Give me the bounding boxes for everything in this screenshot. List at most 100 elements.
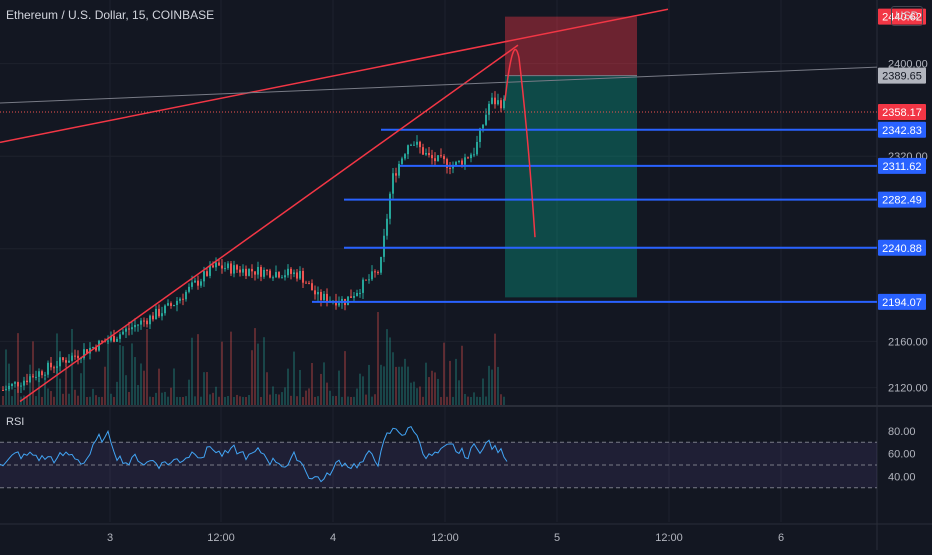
- volume-bar: [284, 387, 286, 405]
- volume-bar: [434, 372, 436, 405]
- candle-body: [74, 355, 76, 357]
- volume-bar: [5, 349, 7, 405]
- volume-bar: [320, 373, 322, 405]
- candle-body: [17, 382, 19, 387]
- candle-body: [95, 346, 97, 351]
- volume-bar: [83, 356, 85, 405]
- volume-bar: [221, 341, 223, 405]
- candle-body: [335, 300, 337, 306]
- candle-body: [200, 281, 202, 286]
- volume-bar: [122, 346, 124, 405]
- candle-body: [440, 155, 442, 157]
- volume-bar: [329, 390, 331, 405]
- candle-body: [359, 292, 361, 294]
- candle-body: [371, 271, 373, 280]
- candle-body: [167, 303, 169, 306]
- volume-bar: [386, 329, 388, 405]
- candle-body: [380, 256, 382, 273]
- candle-body: [182, 298, 184, 300]
- volume-bar: [182, 396, 184, 405]
- candle-body: [248, 268, 250, 276]
- candle-body: [476, 141, 478, 155]
- candle-body: [53, 367, 55, 369]
- volume-bar: [266, 372, 268, 405]
- volume-bar: [146, 328, 148, 405]
- candle-body: [263, 269, 265, 277]
- price-tag: [878, 8, 926, 25]
- volume-bar: [38, 377, 40, 405]
- candle-body: [395, 173, 397, 176]
- price-tag: [878, 121, 926, 138]
- volume-bar: [290, 395, 292, 405]
- candle-body: [311, 283, 313, 291]
- candle-body: [470, 154, 472, 159]
- volume-bar: [26, 396, 28, 405]
- price-tag-label: 2358.17: [882, 107, 922, 119]
- volume-bar: [155, 392, 157, 405]
- candle-body: [443, 156, 445, 160]
- volume-bar: [368, 364, 370, 405]
- volume-bar: [464, 393, 466, 405]
- projection-curve: [504, 48, 536, 238]
- candle-body: [239, 269, 241, 273]
- volume-bar: [191, 337, 193, 405]
- candle-body: [410, 144, 412, 146]
- rsi-tick-label: 60.00: [888, 449, 916, 461]
- volume-bar: [485, 396, 487, 405]
- volume-bar: [86, 396, 88, 405]
- gray-trend-line: [0, 66, 878, 104]
- rising-trend-line: [19, 44, 519, 403]
- volume-bar: [29, 364, 31, 405]
- candle-body: [71, 355, 73, 361]
- volume-bar: [299, 369, 301, 405]
- candle-body: [86, 349, 88, 354]
- candle-body: [389, 193, 391, 219]
- volume-bar: [212, 392, 214, 405]
- volume-bar: [326, 382, 328, 405]
- candle-body: [428, 153, 430, 156]
- candle-body: [203, 271, 205, 282]
- candle-body: [242, 268, 244, 273]
- candle-body: [482, 124, 484, 129]
- candle-body: [128, 328, 130, 330]
- volume-bar: [467, 396, 469, 405]
- candle-body: [383, 235, 385, 257]
- volume-bar: [416, 388, 418, 405]
- candle-body: [413, 144, 415, 146]
- candle-body: [368, 279, 370, 281]
- price-tag-label: 2311.62: [883, 161, 922, 173]
- volume-bar: [230, 331, 232, 405]
- volume-bar: [65, 368, 67, 405]
- volume-bar: [248, 395, 250, 405]
- currency-button[interactable]: USD: [891, 6, 923, 26]
- volume-bar: [308, 388, 310, 405]
- candle-body: [308, 283, 310, 285]
- volume-bar: [461, 345, 463, 405]
- candle-body: [77, 355, 79, 359]
- candle-body: [272, 277, 274, 279]
- volume-bar: [23, 395, 25, 405]
- candle-body: [164, 305, 166, 314]
- rsi-indicator-label: RSI: [6, 416, 25, 428]
- volume-bar: [35, 396, 37, 405]
- volume-bar: [176, 396, 178, 405]
- volume-bar: [59, 378, 61, 405]
- candle-body: [143, 320, 145, 322]
- volume-bar: [185, 396, 187, 405]
- volume-bar: [197, 334, 199, 405]
- candle-body: [44, 374, 46, 376]
- volume-bar: [281, 392, 283, 405]
- volume-bar: [296, 396, 298, 405]
- candle-body: [119, 334, 121, 339]
- volume-bar: [158, 368, 160, 405]
- volume-bar: [413, 381, 415, 405]
- candle-body: [188, 286, 190, 292]
- volume-bar: [488, 365, 490, 405]
- volume-bar: [305, 390, 307, 405]
- candle-body: [23, 380, 25, 386]
- candle-body: [290, 268, 292, 274]
- volume-bar: [44, 378, 46, 405]
- candle-body: [179, 298, 181, 301]
